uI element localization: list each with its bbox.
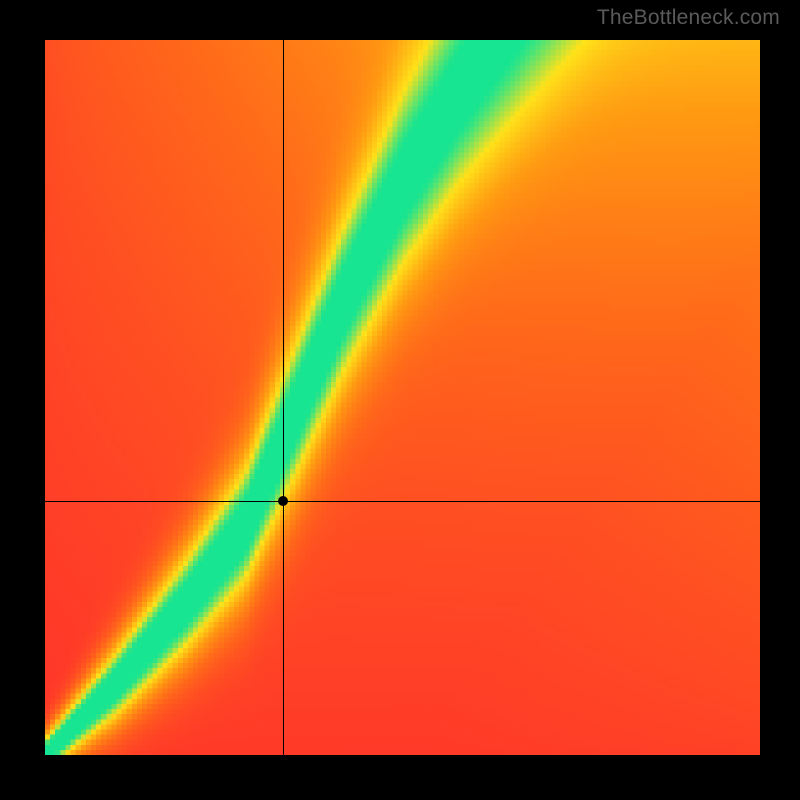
- crosshair-horizontal: [45, 501, 760, 502]
- heatmap-plot-area: [45, 40, 760, 755]
- crosshair-marker-dot: [278, 496, 288, 506]
- watermark-text: TheBottleneck.com: [597, 6, 780, 30]
- crosshair-vertical: [283, 40, 284, 755]
- heatmap-canvas: [45, 40, 760, 755]
